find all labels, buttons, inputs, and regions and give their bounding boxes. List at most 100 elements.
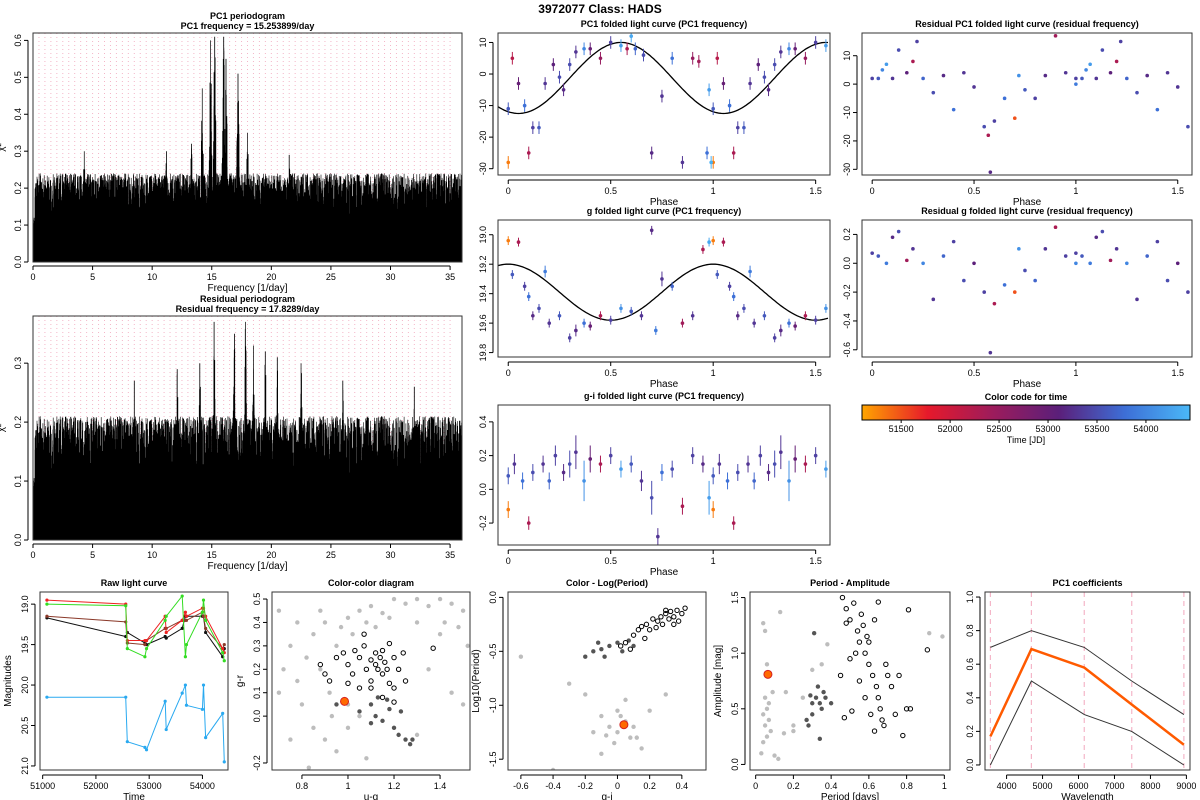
reference-point-dark [828, 701, 834, 706]
reference-point-dark [804, 717, 809, 723]
y-axis-label: Amplitude [mag] [713, 645, 724, 717]
reference-point-open [873, 683, 880, 690]
series-point-g [124, 604, 128, 608]
reference-point-light [327, 690, 332, 695]
plot-area [276, 596, 470, 770]
data-point [752, 479, 756, 483]
data-point [619, 467, 623, 471]
y-tick-label: 0 [842, 82, 852, 87]
reference-point-open [674, 607, 680, 614]
x-tick-label: 53000 [137, 781, 162, 791]
reference-point-light [777, 609, 783, 615]
y-tick-label: 19.2 [478, 255, 488, 273]
reference-point-open [675, 618, 682, 624]
reference-point-light [295, 678, 300, 684]
reference-point-dark [823, 695, 828, 700]
panel-r1: Residual PC1 folded light curve (residua… [842, 19, 1193, 208]
data-point [670, 284, 674, 289]
chart-title: Residual periodogram [200, 294, 295, 304]
reference-point-light [387, 615, 392, 620]
y-tick-label: 20.5 [20, 717, 30, 735]
x-tick-label: 1 [711, 556, 716, 566]
reference-point-open [356, 685, 363, 691]
x-tick-label: 10 [147, 272, 157, 282]
data-point [649, 151, 654, 155]
data-point [543, 81, 547, 86]
reference-point-dark [368, 720, 374, 726]
data-point [711, 238, 715, 243]
data-point [1033, 278, 1037, 283]
x-tick-label: -0.6 [513, 781, 529, 791]
reference-point-open [849, 708, 855, 714]
x-axis-label: u-g [364, 792, 378, 800]
data-point [680, 160, 685, 165]
data-point [537, 125, 541, 130]
data-point [986, 133, 991, 138]
series-point-r [184, 614, 189, 618]
series-line-u [46, 684, 225, 762]
data-point [1088, 62, 1092, 67]
y-axis-label: Log10(Period) [471, 649, 482, 712]
reference-point-open [871, 617, 878, 623]
data-point [629, 309, 634, 314]
plot-area [33, 316, 462, 540]
series-point-u [201, 683, 206, 687]
reference-point-open [372, 661, 379, 668]
chart-title: PC1 folded light curve (PC1 frequency) [581, 19, 748, 29]
series-point-u [183, 683, 187, 687]
reference-point-open [671, 614, 677, 620]
x-axis-label: Phase [1013, 379, 1042, 390]
x-tick-label: 1 [711, 186, 716, 196]
data-point [690, 313, 695, 318]
reference-point-light [762, 723, 768, 728]
data-point [756, 62, 761, 67]
data-point [709, 160, 713, 165]
data-point [690, 453, 695, 458]
data-point [557, 313, 562, 318]
reference-point-open [379, 647, 386, 654]
x-tick-label: 1.5 [809, 556, 822, 566]
panel-coef: PC1 coefficients 4000 5000 6000 7000 8000 9000… [965, 578, 1196, 800]
data-point [766, 88, 771, 92]
data-point [911, 247, 915, 251]
y-tick-label: 0.1 [13, 219, 23, 232]
data-point [522, 284, 527, 289]
y-tick-label: -10 [842, 106, 852, 119]
data-point [931, 297, 936, 302]
y-tick-label: 0.5 [252, 593, 262, 606]
y-axis-label: Magnitudes [3, 655, 14, 707]
reference-point-open [352, 647, 358, 654]
series-point-g [222, 659, 226, 663]
data-point [567, 462, 572, 466]
data-point [526, 151, 531, 155]
reference-point-light [591, 730, 596, 735]
data-point [941, 73, 946, 78]
reference-point-open [907, 706, 914, 712]
x-tick-label: 6000 [1068, 781, 1088, 791]
y-tick-label: 19.0 [478, 226, 488, 244]
x-axis-label: Frequency [1/day] [207, 283, 287, 294]
y-tick-label: 0.1 [13, 475, 23, 488]
reference-point-light [357, 608, 362, 613]
reference-point-light [770, 689, 775, 695]
data-point [762, 75, 767, 79]
data-point [890, 235, 895, 240]
reference-point-light [442, 620, 447, 625]
data-point [588, 324, 593, 328]
reference-point-open [869, 672, 876, 679]
data-point [1155, 107, 1160, 112]
data-point [574, 450, 578, 455]
reference-point-open [391, 654, 397, 661]
data-point [941, 254, 946, 258]
x-tick-label: 0.8 [900, 781, 913, 791]
data-point [972, 261, 976, 266]
periodogram-bars [33, 36, 462, 262]
reference-point-open [877, 706, 883, 712]
reference-point-open [924, 647, 931, 653]
data-point [598, 313, 603, 318]
reference-point-open [386, 640, 393, 647]
data-point [557, 75, 562, 79]
x-tick-label: 35 [445, 272, 455, 282]
y-tick-label: 0.1 [252, 686, 262, 699]
data-point [567, 336, 572, 340]
